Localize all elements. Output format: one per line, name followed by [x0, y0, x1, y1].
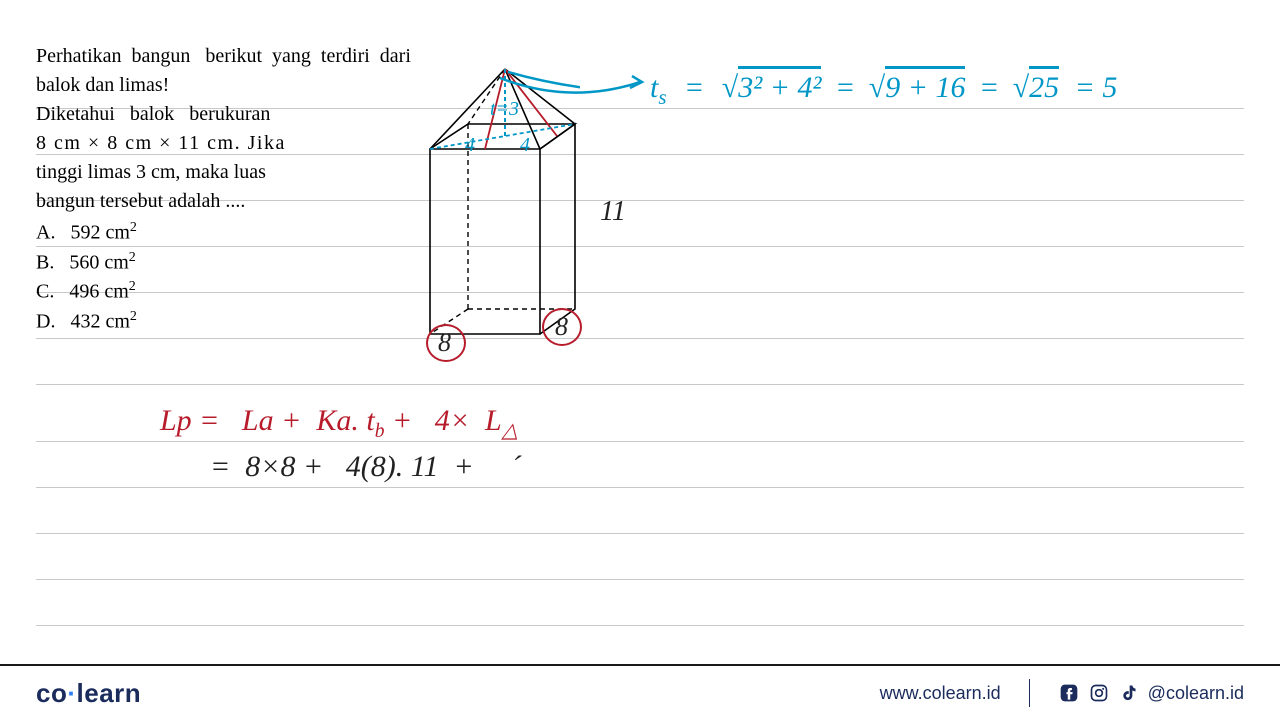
dot-icon: ·: [67, 678, 76, 708]
social-icons: @colearn.id: [1058, 682, 1244, 704]
circle-8b: [542, 308, 582, 346]
answer-options: A. 592 cm2 B. 560 cm2 C. 496 cm2 D. 432 …: [36, 218, 536, 337]
option-b: B. 560 cm2: [36, 248, 536, 278]
problem-line-2: balok dan limas!: [36, 71, 536, 100]
brand-logo: co·learn: [36, 678, 141, 709]
footer: co·learn www.colearn.id @colearn.id: [0, 664, 1280, 720]
sqrt-2: √9 + 16: [869, 71, 966, 104]
problem-line-3: Diketahui balok berukuran: [36, 100, 326, 129]
label-t3: t=3: [490, 98, 519, 121]
ts-calculation: ts = √3² + 4² = √9 + 16 = √25 = 5: [650, 66, 1117, 110]
lp-formula: Lp = La + Ka. tb + 4× L△: [160, 404, 518, 443]
label-4b: 4: [520, 134, 530, 157]
sqrt-1: √3² + 4²: [722, 71, 822, 104]
ts-var: ts: [650, 71, 667, 104]
footer-right: www.colearn.id @colearn.id: [880, 679, 1244, 707]
option-c: C. 496 cm2: [36, 277, 536, 307]
problem-text: Perhatikan bangun berikut yang terdiri d…: [36, 42, 536, 337]
lp-numeric: = 8×8 + 4(8). 11 + ´: [210, 450, 521, 484]
problem-line-6: bangun tersebut adalah ....: [36, 187, 536, 216]
label-4a: 4: [465, 134, 475, 157]
option-a: A. 592 cm2: [36, 218, 536, 248]
problem-line-1: Perhatikan bangun berikut yang terdiri d…: [36, 42, 536, 71]
circle-8a: [426, 324, 466, 362]
instagram-icon: [1088, 682, 1110, 704]
tiktok-icon: [1118, 682, 1140, 704]
content-area: Perhatikan bangun berikut yang terdiri d…: [0, 0, 1280, 660]
problem-line-4: 8 cm × 8 cm × 11 cm. Jika: [36, 129, 326, 158]
facebook-icon: [1058, 682, 1080, 704]
footer-url: www.colearn.id: [880, 683, 1001, 704]
footer-separator: [1029, 679, 1030, 707]
social-handle: @colearn.id: [1148, 683, 1244, 704]
sqrt-3: √25: [1013, 71, 1059, 104]
label-height-11: 11: [600, 196, 626, 228]
problem-line-5: tinggi limas 3 cm, maka luas: [36, 158, 326, 187]
